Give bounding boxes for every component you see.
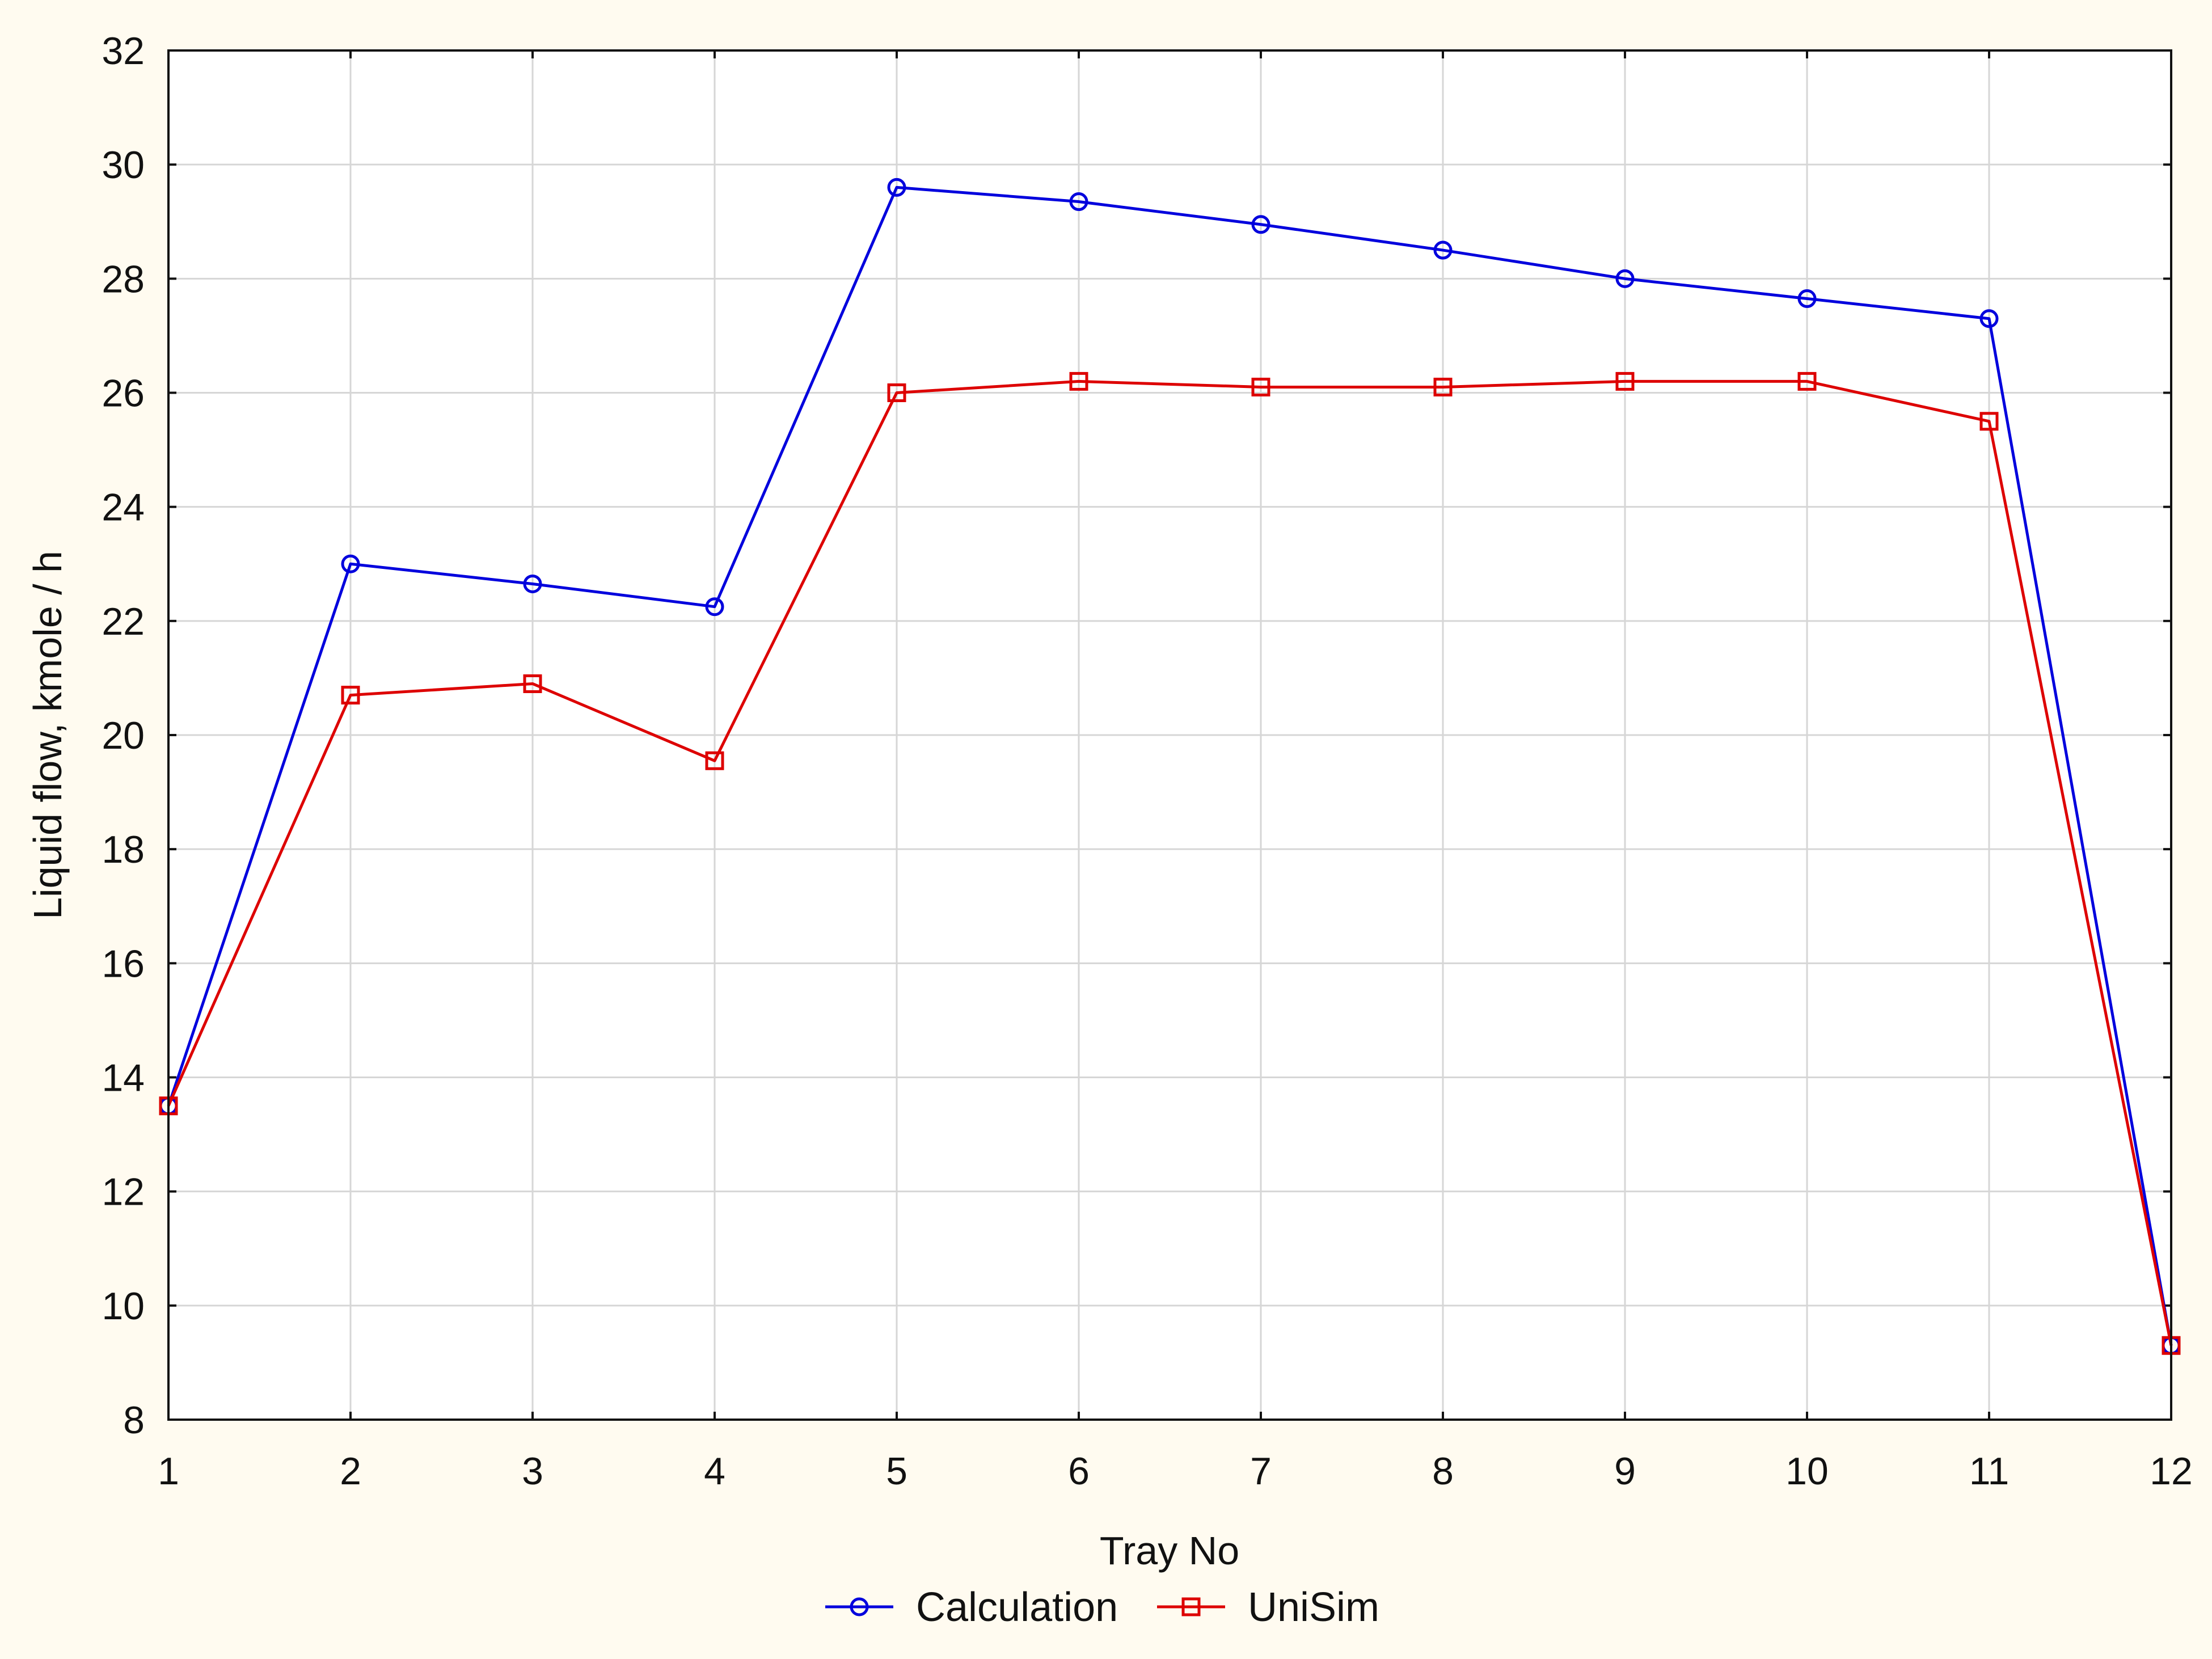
x-tick-label: 11 [1969,1450,2010,1493]
legend-marker [1181,1597,1201,1616]
data-point-unisim [1069,372,1088,391]
x-tick-label: 9 [1614,1450,1636,1493]
y-tick-label: 30 [102,143,145,187]
plot-frame [167,49,2172,1421]
data-point-calculation [1433,240,1453,260]
data-point-unisim [523,674,542,693]
x-axis-title: Tray No [1100,1529,1239,1573]
x-tick-label: 12 [2150,1450,2193,1493]
y-tick-label: 28 [102,257,145,301]
y-tick-label: 16 [102,942,145,985]
series-line-unisim [167,379,2173,1346]
data-point-calculation [705,597,724,617]
data-point-unisim [1433,377,1453,396]
series-unisim [159,372,2181,1355]
data-point-calculation [1797,289,1817,309]
legend-label: Calculation [916,1585,1118,1630]
data-point-calculation [1069,192,1088,212]
data-point-unisim [1979,412,1999,431]
y-tick-label: 8 [123,1399,145,1442]
data-point-unisim [1797,372,1817,391]
data-point-calculation [523,574,542,593]
y-tick-label: 32 [102,29,145,73]
series-line-calculation [167,185,2173,1346]
y-axis-title: Liquid flow, kmole / h [26,551,70,919]
y-tick-label: 12 [102,1171,145,1214]
legend-item-calculation: Calculation [825,1585,1118,1630]
data-point-unisim [705,751,724,770]
data-point-unisim [887,383,906,402]
legend-label: UniSim [1248,1585,1379,1630]
y-tick-label: 18 [102,828,145,871]
data-point-calculation [1251,215,1270,234]
x-tick-label: 7 [1250,1450,1272,1493]
x-tick-label: 2 [340,1450,361,1493]
x-tick-label: 4 [704,1450,725,1493]
legend: Calculation UniSim [825,1585,1379,1630]
data-point-calculation [887,178,906,197]
data-point-unisim [1615,372,1635,391]
data-point-unisim [1251,377,1270,396]
y-tick-label: 26 [102,372,145,415]
y-tick-label: 20 [102,714,145,757]
data-point-calculation [1979,309,1999,328]
data-point-calculation [341,554,360,573]
legend-item-unisim: UniSim [1157,1585,1379,1630]
y-tick-label: 22 [102,600,145,643]
x-tick-label: 5 [886,1450,907,1493]
y-tick-label: 24 [102,486,145,529]
x-tick-label: 6 [1068,1450,1090,1493]
legend-marker [850,1597,869,1616]
x-tick-label: 10 [1785,1450,1829,1493]
y-tick-label: 14 [102,1057,145,1100]
x-tick-label: 3 [522,1450,543,1493]
x-tick-label: 1 [158,1450,179,1493]
data-point-unisim [341,686,360,705]
x-tick-label: 8 [1432,1450,1454,1493]
data-point-calculation [1615,269,1635,288]
y-tick-label: 10 [102,1285,145,1328]
